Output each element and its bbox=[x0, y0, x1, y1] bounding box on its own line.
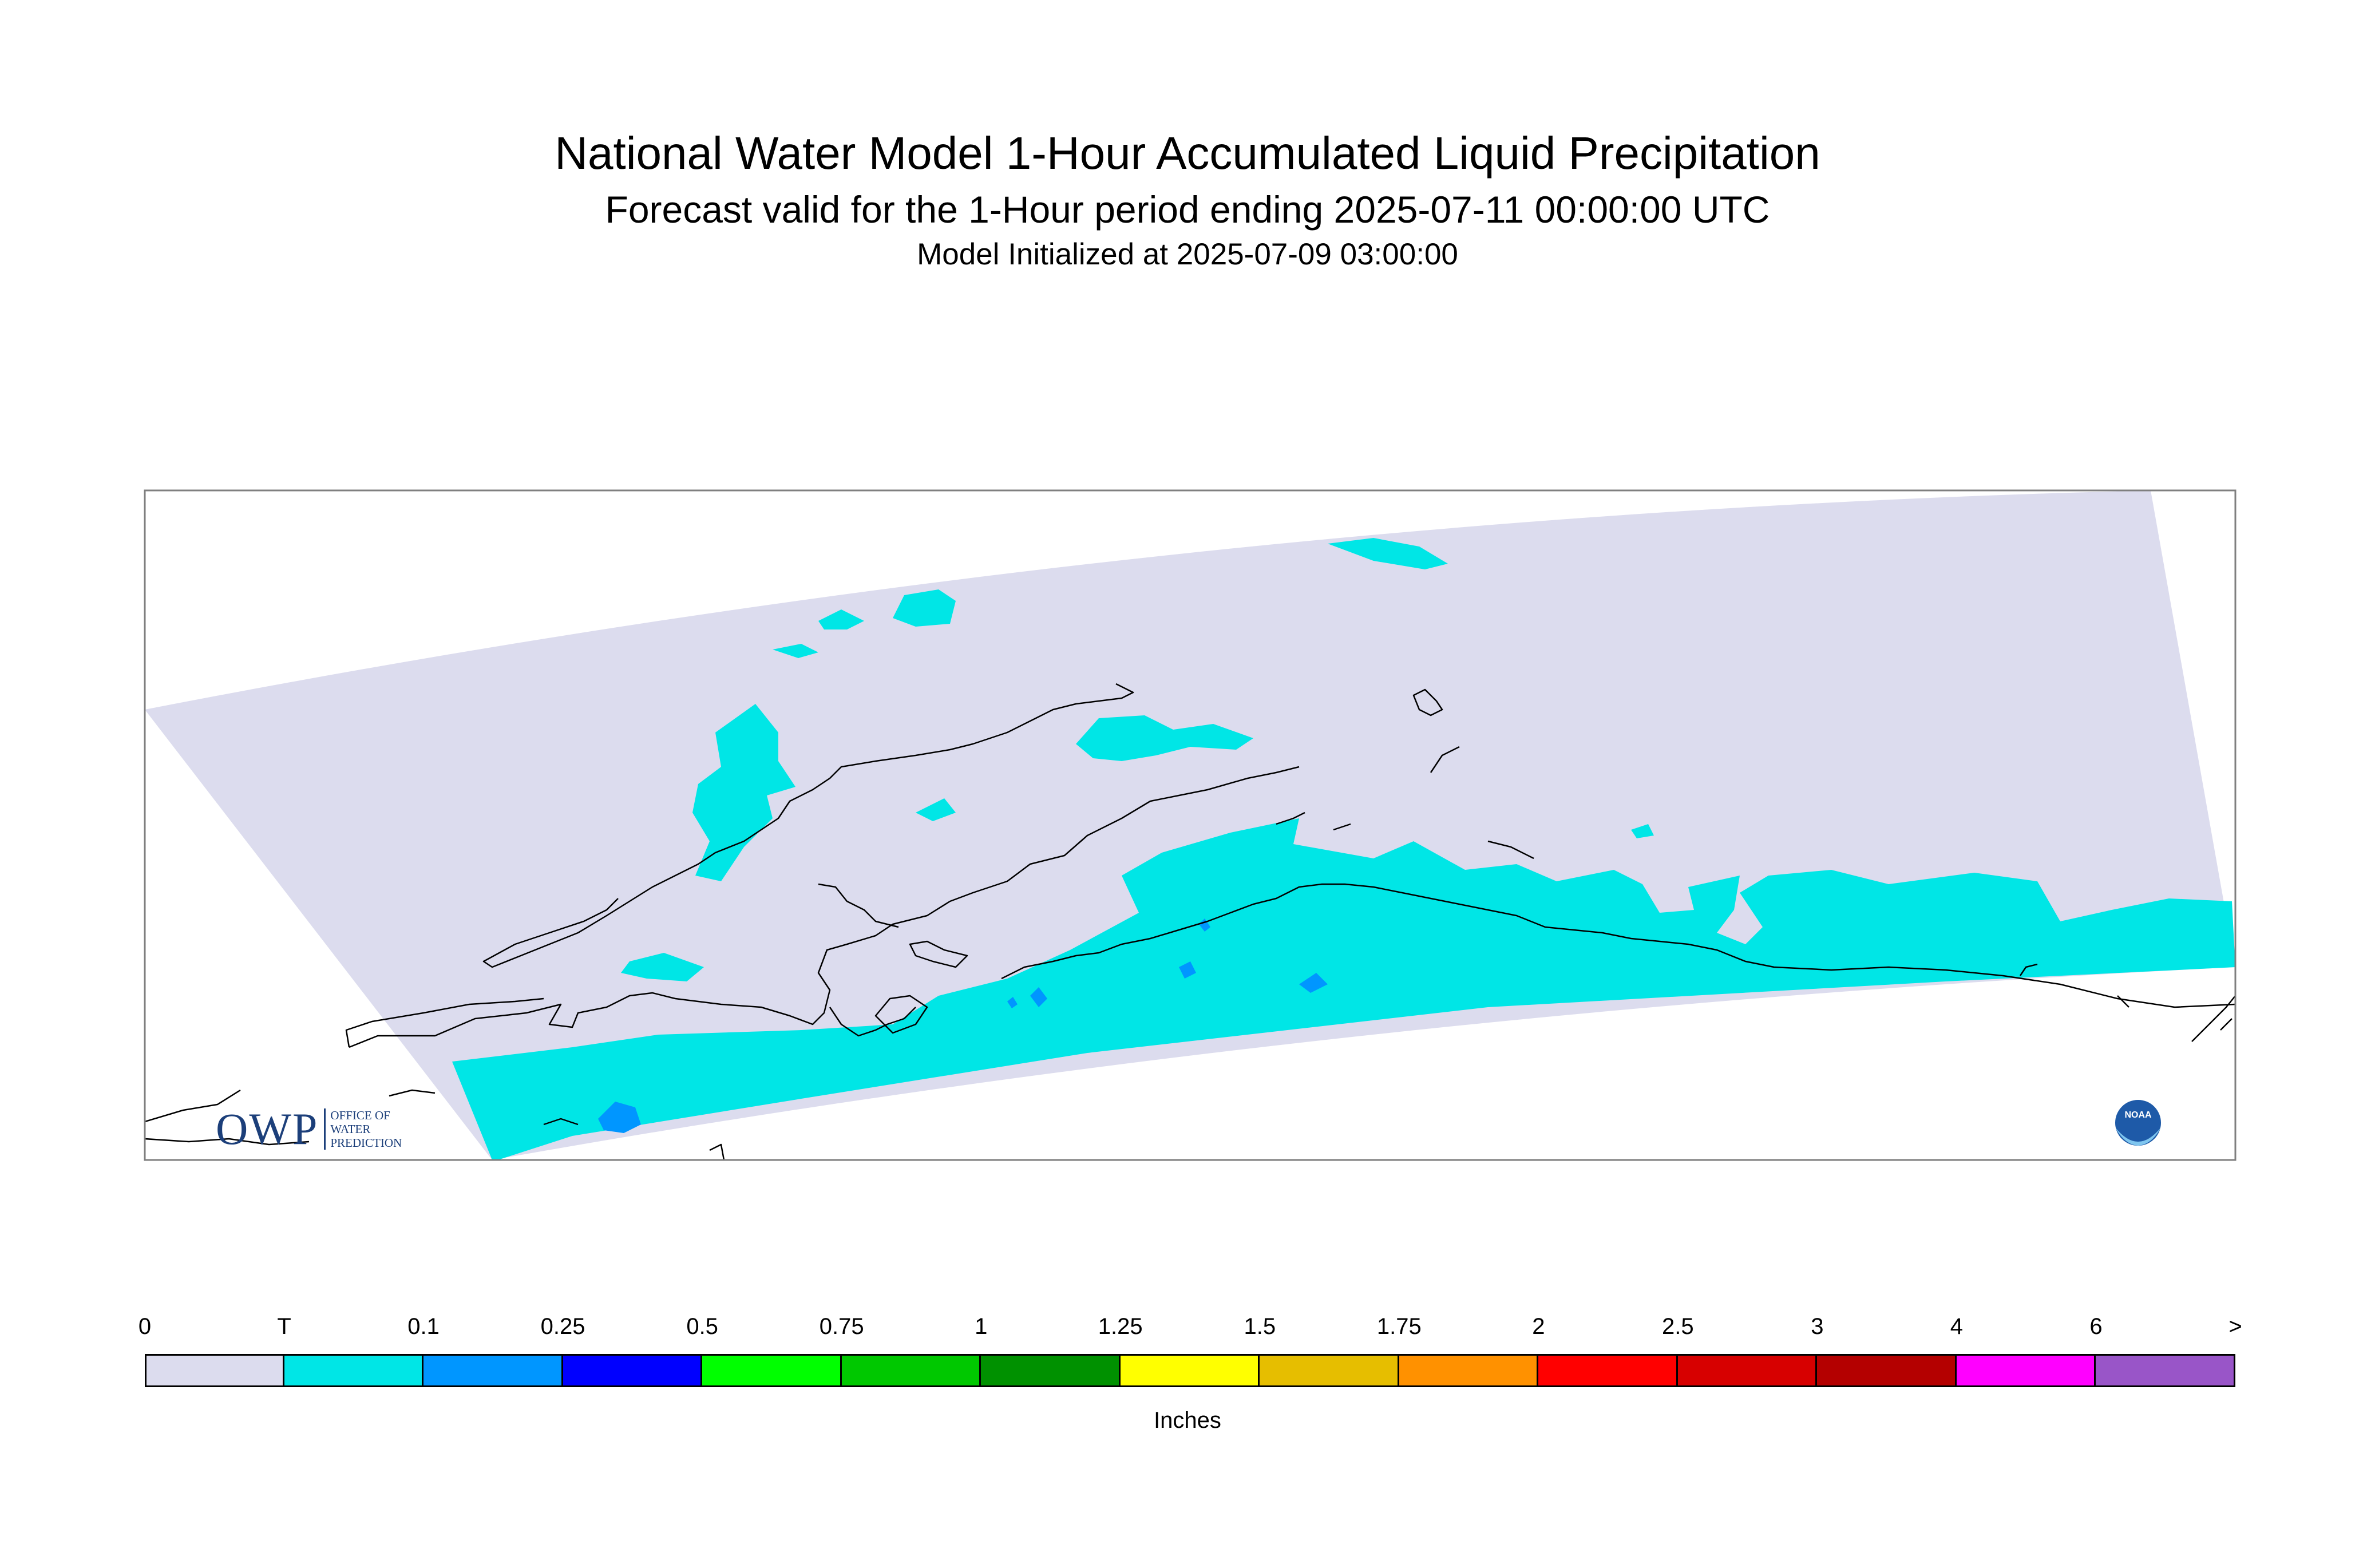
model-init-line: Model Initialized at 2025-07-09 03:00:00 bbox=[917, 237, 1458, 271]
map-subtitle: Forecast valid for the 1-Hour period end… bbox=[605, 188, 1770, 231]
precip-cell bbox=[1179, 961, 1196, 979]
legend-tick-label: 0 bbox=[138, 1314, 152, 1339]
legend-tick-label: 1 bbox=[975, 1314, 988, 1339]
legend-swatch bbox=[702, 1354, 842, 1387]
precip-cell bbox=[1199, 918, 1210, 932]
legend-tick-label: 0.75 bbox=[819, 1314, 864, 1339]
legend-swatch bbox=[563, 1354, 703, 1387]
precip-patch bbox=[893, 589, 956, 627]
legend-swatch bbox=[841, 1354, 981, 1387]
map-frame bbox=[144, 489, 2237, 1161]
legend-swatch bbox=[1538, 1354, 1678, 1387]
precip-patch bbox=[773, 644, 818, 658]
precip-cell bbox=[1299, 973, 1328, 993]
legend-tick-label: 6 bbox=[2089, 1314, 2103, 1339]
precip-patch bbox=[818, 609, 864, 629]
noaa-logo: NOAA bbox=[2113, 1098, 2163, 1148]
model-domain bbox=[145, 490, 2235, 1160]
precip-patch bbox=[1328, 538, 1448, 569]
legend-tick-label: 2.5 bbox=[1662, 1314, 1694, 1339]
legend-swatch bbox=[284, 1354, 424, 1387]
legend-tick-label: 0.25 bbox=[540, 1314, 585, 1339]
legend-swatch bbox=[1677, 1354, 1818, 1387]
owp-logo: OWP OFFICE OF WATER PREDICTION bbox=[216, 1107, 410, 1151]
legend-tick-label: T bbox=[277, 1314, 291, 1339]
legend-tick-label: 1.5 bbox=[1244, 1314, 1276, 1339]
owp-logo-text: OWP bbox=[216, 1104, 319, 1154]
legend-tick-label: 0.1 bbox=[407, 1314, 440, 1339]
precip-cell bbox=[1030, 987, 1047, 1007]
legend-swatch bbox=[1817, 1354, 1957, 1387]
precip-patch bbox=[1631, 824, 1654, 838]
legend-swatch bbox=[145, 1354, 284, 1387]
precip-patch bbox=[916, 798, 956, 821]
legend-swatch bbox=[1120, 1354, 1260, 1387]
legend-tick-label: 3 bbox=[1811, 1314, 1824, 1339]
legend-swatch bbox=[423, 1354, 563, 1387]
legend-swatch bbox=[1260, 1354, 1399, 1387]
legend-units: Inches bbox=[1154, 1408, 1221, 1433]
legend-tick-label: 1.75 bbox=[1376, 1314, 1422, 1339]
map-title: National Water Model 1-Hour Accumulated … bbox=[555, 128, 1820, 179]
svg-text:NOAA: NOAA bbox=[2124, 1110, 2152, 1120]
precip-band-main bbox=[452, 818, 2235, 1160]
precip-cell bbox=[1007, 997, 1018, 1008]
legend-swatch bbox=[1956, 1354, 2096, 1387]
legend-swatch bbox=[2096, 1354, 2235, 1387]
legend-swatch bbox=[1399, 1354, 1539, 1387]
coastline bbox=[145, 683, 2235, 1160]
legend-tick-label: 2 bbox=[1532, 1314, 1545, 1339]
legend-tick-label: 0.5 bbox=[686, 1314, 718, 1339]
legend-tick-label: > bbox=[2228, 1314, 2242, 1339]
precip-patch bbox=[621, 953, 704, 981]
legend-swatch bbox=[981, 1354, 1121, 1387]
precip-patch bbox=[692, 704, 795, 881]
precip-cell bbox=[598, 1102, 641, 1133]
precip-patch bbox=[1076, 715, 1253, 761]
legend-tick-label: 4 bbox=[1950, 1314, 1964, 1339]
legend-tick-label: 1.25 bbox=[1098, 1314, 1143, 1339]
owp-logo-subtext: OFFICE OF WATER PREDICTION bbox=[324, 1108, 410, 1150]
